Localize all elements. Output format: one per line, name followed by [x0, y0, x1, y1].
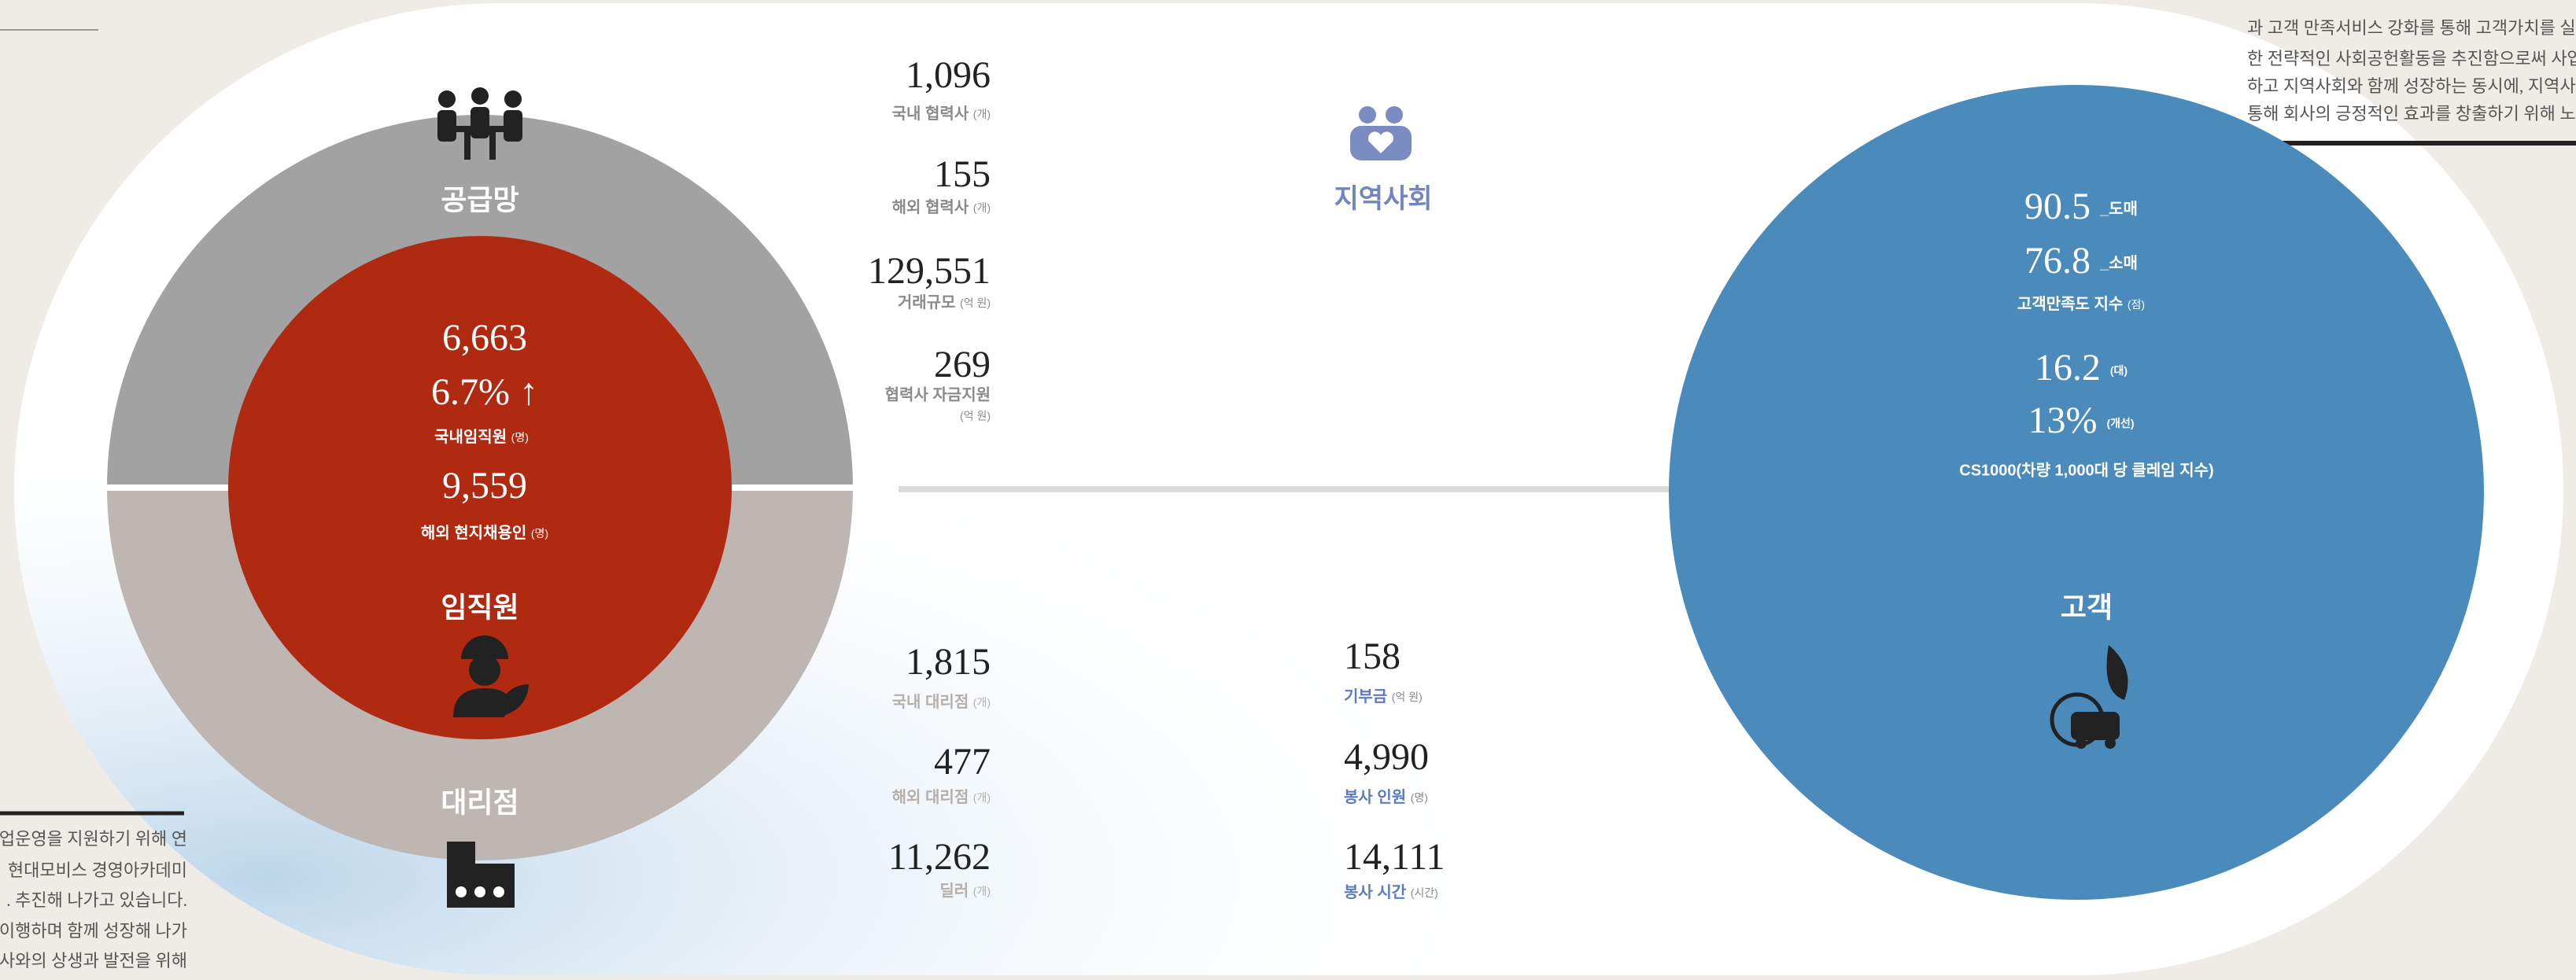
figure-label: 고객만족도 지수 (점) — [2017, 295, 2145, 313]
unit: (개) — [973, 885, 991, 897]
paragraph-line: 이행하며 함께 성장해 나가 — [0, 921, 187, 941]
label: 해외 협력사 — [892, 198, 969, 216]
figure-value: 6,663 — [442, 317, 527, 359]
unit: (개) — [973, 791, 991, 804]
figure-label: 국내 협력사 (개) — [892, 105, 991, 123]
figure-label: 국내임직원 (명) — [434, 428, 529, 446]
unit: (명) — [531, 527, 548, 540]
worker-icon — [453, 636, 529, 717]
label: _소매 — [2099, 254, 2138, 272]
figure-label: 해외 협력사 (개) — [892, 198, 991, 216]
label: 봉사 인원 — [1344, 788, 1406, 806]
paragraph-line: 현대모비스 경영아카데미 — [8, 860, 187, 880]
intro-left: 업운영을 지원하기 위해 연 현대모비스 경영아카데미 . 추진해 나가고 있습… — [0, 829, 187, 971]
figure-label: 협력사 자금지원 — [885, 385, 991, 403]
section-title: 임직원 — [441, 591, 519, 624]
unit: (개) — [973, 201, 991, 214]
figure-value: 129,551 — [868, 250, 991, 292]
supply-icon — [437, 87, 522, 160]
label: 봉사 시간 — [1344, 883, 1407, 901]
unit: (명) — [1411, 791, 1428, 804]
label: 딜러 — [939, 882, 969, 900]
figure-value: 269 — [934, 344, 991, 385]
label: 고객만족도 지수 — [2017, 295, 2123, 313]
unit: (개) — [973, 108, 991, 120]
dealer-icon — [447, 842, 515, 908]
unit: (억 원) — [1392, 691, 1423, 703]
unit: (개) — [973, 696, 991, 709]
figure-value: 1,815 — [906, 641, 991, 683]
community-icon — [1350, 106, 1412, 160]
unit: (억 원) — [960, 410, 991, 422]
customer-figures: 90.5 _도매 76.8 _소매 고객만족도 지수 (점) 16.2 (대) … — [1959, 186, 2213, 624]
paragraph-line: 과 고객 만족서비스 강화를 통해 고객가치를 실 — [2247, 18, 2576, 38]
section-title: 대리점 — [441, 787, 519, 819]
figure-value: 16.2 (대) — [2035, 347, 2128, 389]
customer-circle — [1669, 85, 2484, 900]
label: 해외 대리점 — [892, 788, 969, 806]
paragraph-line: 사와의 상생과 발전을 위해 — [0, 951, 187, 971]
figure-value: 6.7% ↑ — [431, 371, 538, 413]
figure-value: 9,559 — [442, 465, 527, 507]
figure-value: 11,262 — [888, 836, 991, 878]
label: 국내임직원 — [434, 428, 507, 446]
figure-value: 477 — [934, 741, 991, 783]
paragraph-line: 업운영을 지원하기 위해 연 — [0, 829, 187, 849]
figure-value: 1,096 — [906, 54, 991, 96]
figure-value: 4,990 — [1344, 736, 1429, 778]
figure-label: 봉사 시간 (시간) — [1344, 883, 1438, 901]
community-figures: 158 기부금 (억 원) 4,990 봉사 인원 (명) 14,111 봉사 … — [1344, 636, 1445, 901]
figure-value: 76.8 _소매 — [2024, 240, 2138, 282]
section-title: 고객 — [2061, 591, 2113, 624]
figure-label: 기부금 (억 원) — [1344, 687, 1423, 706]
unit: (대) — [2110, 364, 2128, 377]
label: 국내 협력사 — [892, 105, 969, 123]
label: 해외 현지채용인 — [421, 524, 526, 542]
figure-label: 해외 현지채용인 (명) — [421, 524, 548, 542]
section-title: 지역사회 — [1334, 184, 1432, 214]
section-title: 공급망 — [441, 184, 519, 216]
label: 국내 대리점 — [892, 693, 969, 711]
unit: (명) — [511, 431, 529, 444]
label: 기부금 — [1344, 687, 1387, 706]
paragraph-line: 한 전략적인 사회공헌활동을 추진함으로써 사업 — [2247, 49, 2576, 68]
dealer-figures: 1,815 국내 대리점 (개) 477 해외 대리점 (개) 11,262 딜… — [888, 641, 991, 900]
employee-figures: 6,663 6.7% ↑ 국내임직원 (명) 9,559 해외 현지채용인 (명… — [421, 317, 548, 624]
value: 76.8 — [2024, 240, 2091, 282]
label: _도매 — [2099, 200, 2138, 218]
figure-value: 13% (개선) — [2028, 400, 2134, 441]
figure-value: 90.5 _도매 — [2024, 186, 2138, 227]
unit: (점) — [2128, 298, 2145, 311]
unit: (시간) — [1411, 886, 1438, 899]
supply-figures: 1,096 국내 협력사 (개) 155 해외 협력사 (개) 129,551 … — [868, 54, 991, 422]
value: 13% — [2028, 400, 2097, 441]
value: 16.2 — [2035, 347, 2101, 389]
paragraph-line: . 추진해 나가고 있습니다. — [6, 890, 187, 910]
figure-value: 158 — [1344, 636, 1401, 677]
paragraph-line: 하고 지역사회와 함께 성장하는 동시에, 지역사 — [2247, 76, 2576, 96]
figure-value: 155 — [934, 153, 991, 195]
figure-label: 해외 대리점 (개) — [892, 788, 991, 806]
customer-icon — [2050, 645, 2128, 749]
figure-label: CS1000(차량 1,000대 당 클레임 지수) — [1959, 461, 2213, 479]
intro-right: 과 고객 만족서비스 강화를 통해 고객가치를 실 한 전략적인 사회공헌활동을… — [2247, 18, 2576, 123]
figure-label: 국내 대리점 (개) — [892, 693, 991, 711]
employee-circle — [228, 236, 732, 739]
unit: (억 원) — [960, 297, 991, 309]
figure-label: 거래규모 (억 원) — [898, 293, 991, 311]
paragraph-line: 통해 회사의 긍정적인 효과를 창출하기 위해 노력 — [2247, 104, 2576, 123]
figure-label: 봉사 인원 (명) — [1344, 788, 1428, 806]
figure-label: 딜러 (개) — [939, 882, 991, 900]
value: 90.5 — [2024, 186, 2091, 227]
unit: (개선) — [2106, 417, 2134, 429]
label: 거래규모 — [898, 293, 956, 311]
figure-value: 14,111 — [1344, 836, 1445, 878]
